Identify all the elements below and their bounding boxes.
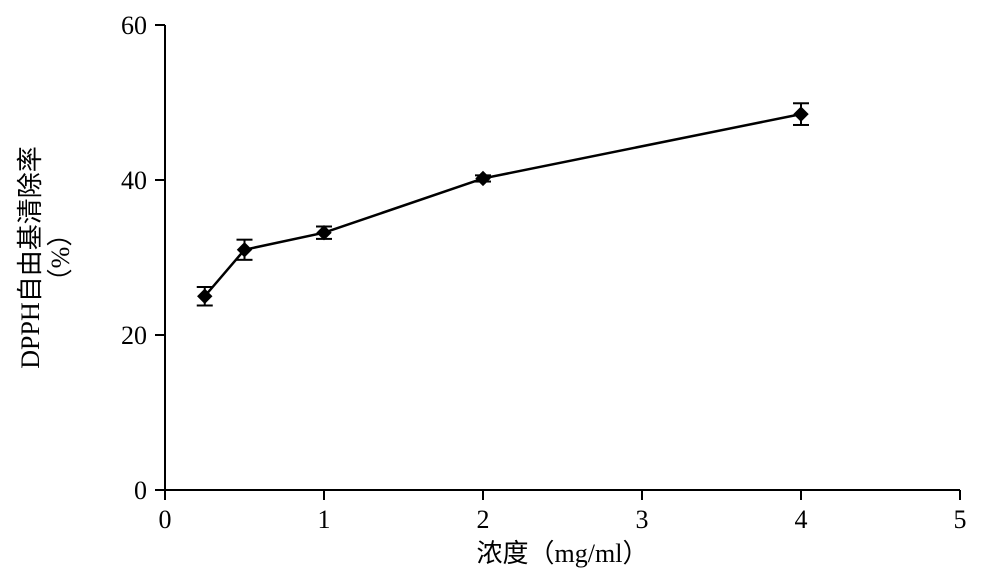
x-axis-label: 浓度（mg/ml）: [477, 539, 649, 568]
diamond-marker: [794, 107, 808, 121]
chart-container: 0 1 2 3 4 5 0 20 40 60 浓度（mg/ml） DPPH自由基清除率（%）: [0, 0, 1000, 584]
y-tick-label: 40: [121, 166, 147, 195]
y-axis-label-line2: （%）: [46, 221, 75, 295]
x-tick-label: 1: [318, 505, 331, 534]
diamond-marker: [317, 226, 331, 240]
data-line: [205, 114, 801, 296]
line-chart: 0 1 2 3 4 5 0 20 40 60 浓度（mg/ml） DPPH自由基清除率（%）: [0, 0, 1000, 584]
y-tick-label: 60: [121, 11, 147, 40]
x-tick-label: 0: [159, 505, 172, 534]
x-tick-label: 3: [636, 505, 649, 534]
y-tick-label: 0: [134, 476, 147, 505]
x-tick-label: 4: [795, 505, 808, 534]
y-axis-label-group: DPPH自由基清除率（%）: [16, 146, 75, 368]
y-axis-label-line1: DPPH自由基清除率: [16, 146, 45, 368]
x-tick-label: 5: [954, 505, 967, 534]
x-tick-label: 2: [477, 505, 490, 534]
y-tick-label: 20: [121, 321, 147, 350]
diamond-marker: [476, 171, 490, 185]
